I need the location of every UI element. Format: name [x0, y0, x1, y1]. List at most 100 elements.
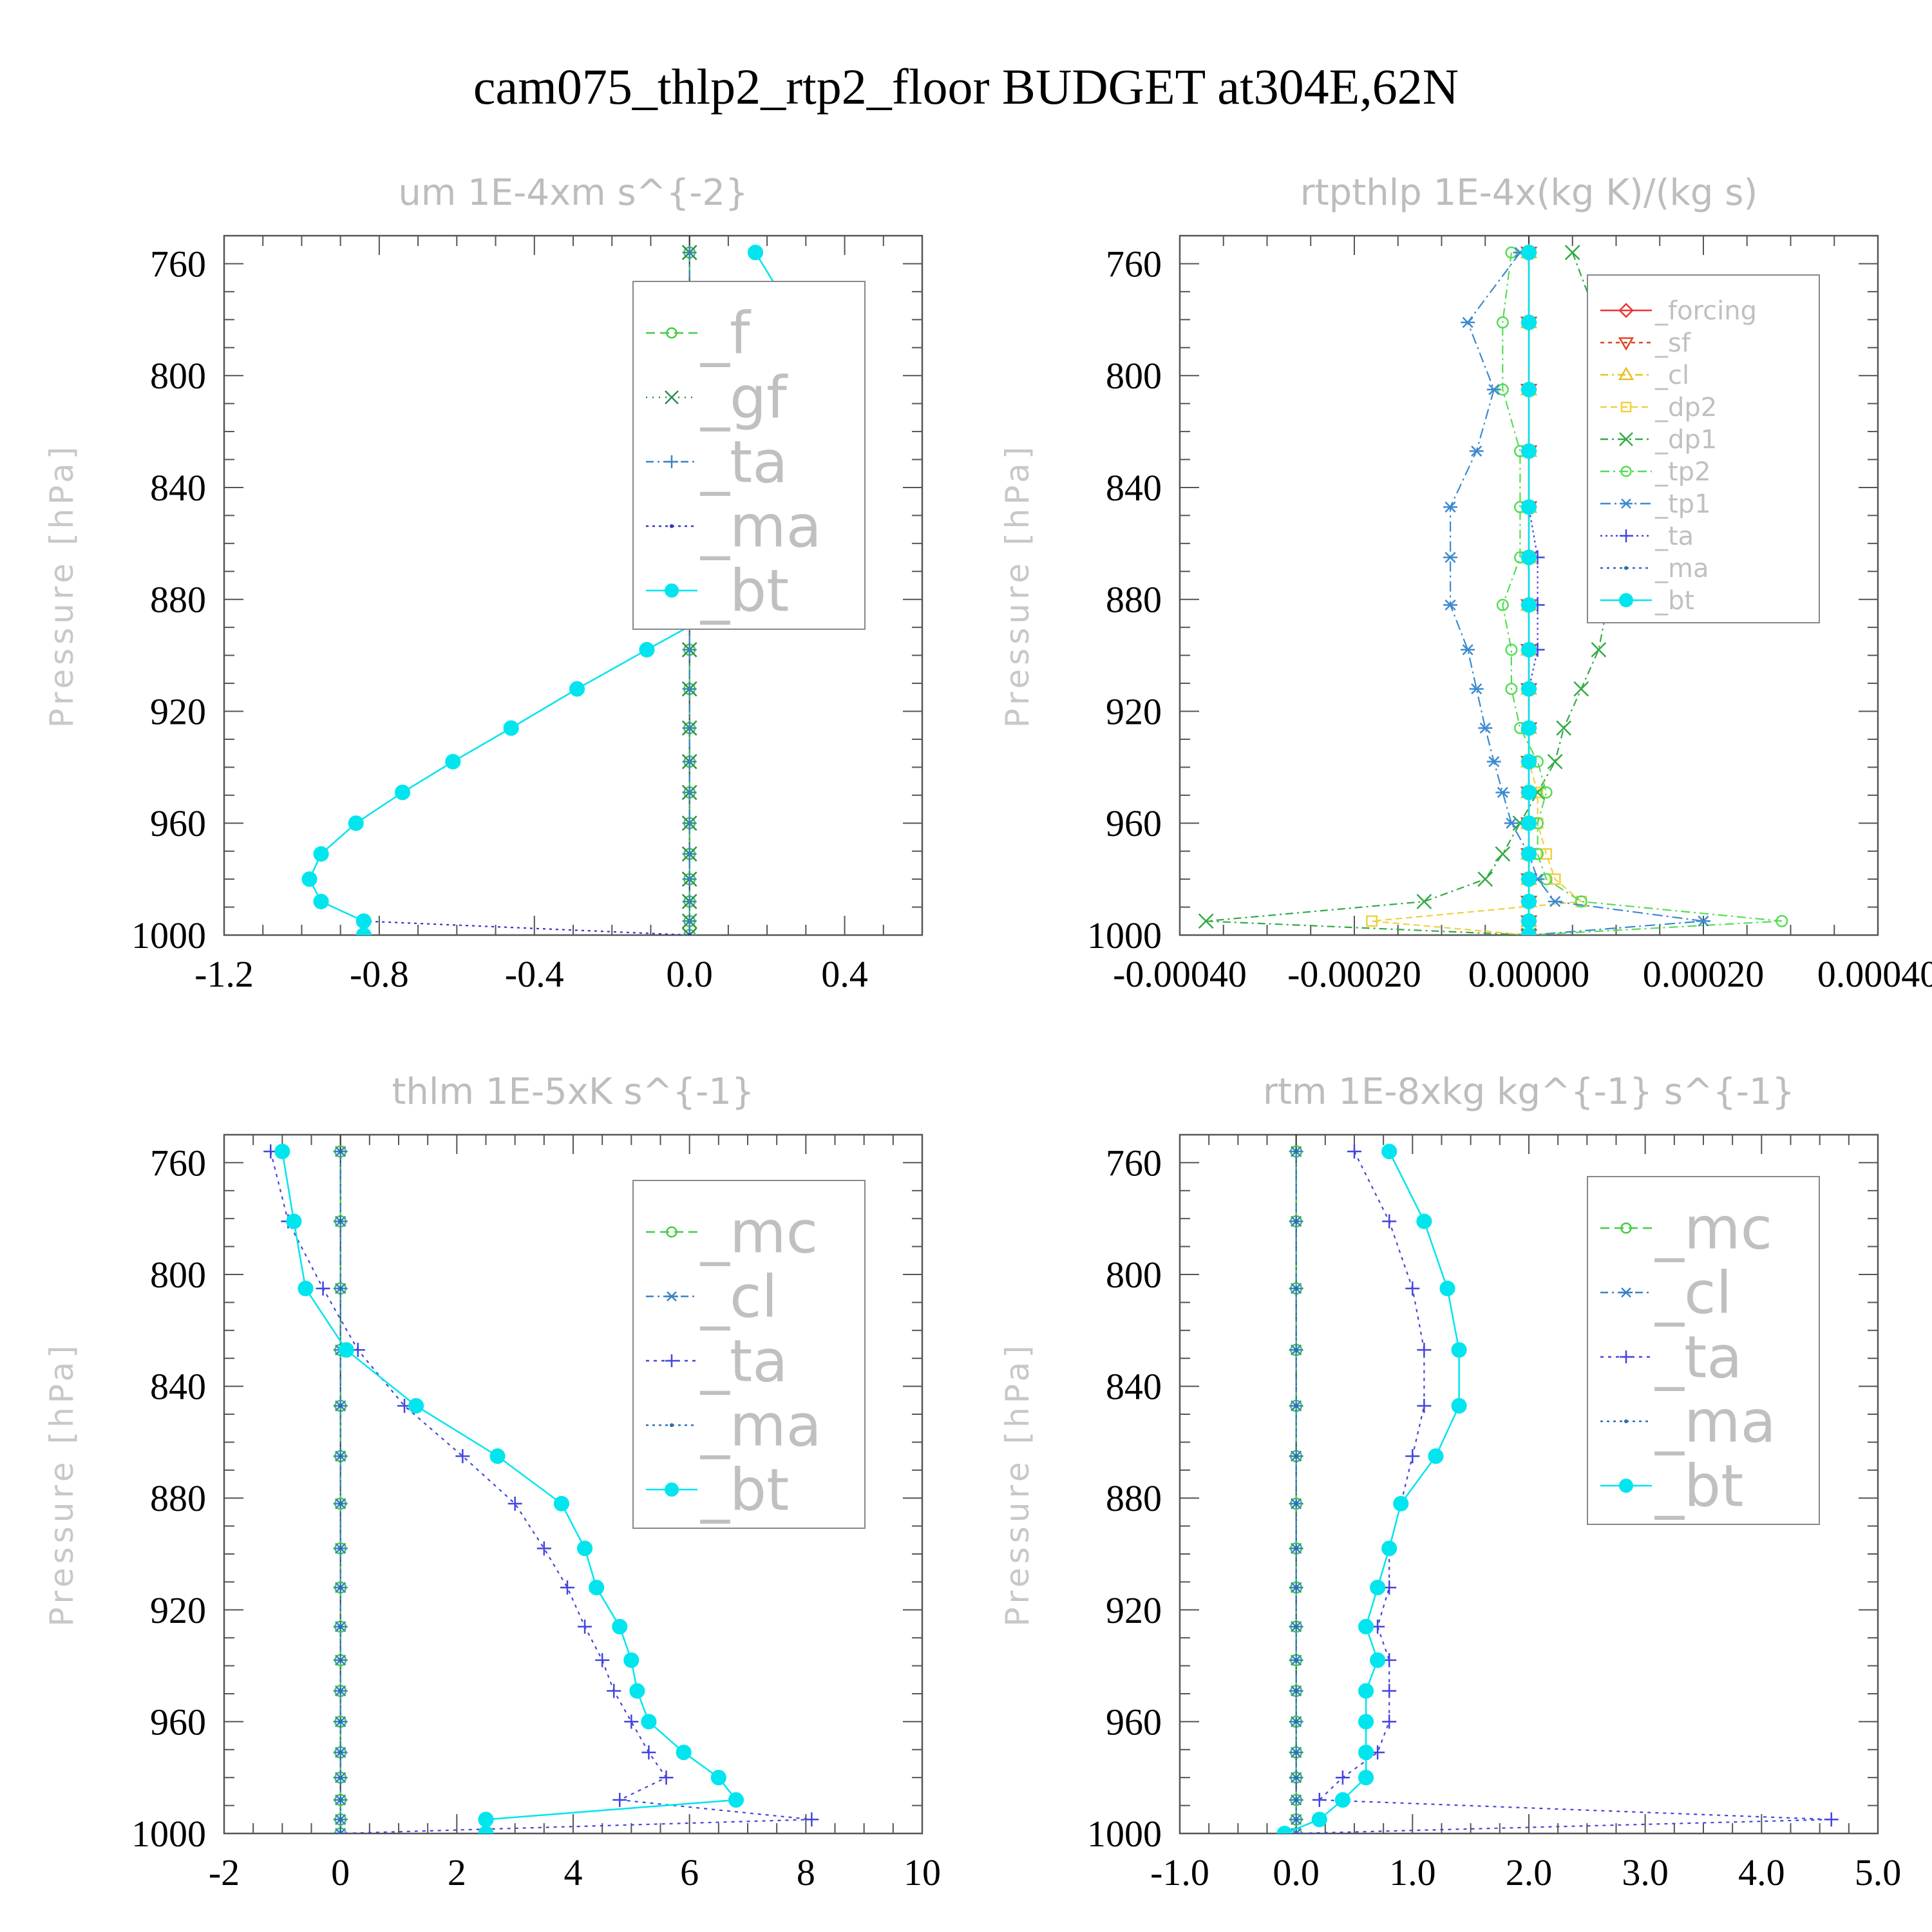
data-point [507, 1496, 522, 1511]
panel-2: rtpthlp 1E-4x(kg K)/(kg s) Pressure [hPa]… [999, 172, 1932, 995]
x-tick-label: -0.00040 [1113, 953, 1247, 995]
data-point [1520, 381, 1537, 397]
data-point [639, 641, 655, 658]
data-point [338, 1501, 343, 1506]
legend-marker [665, 390, 679, 404]
data-point [1520, 871, 1537, 887]
plot-area [263, 1143, 819, 1833]
legend-marker [1624, 566, 1628, 570]
data-point [1573, 681, 1589, 697]
data-point [1520, 784, 1537, 800]
legend-item: _gf [646, 365, 788, 432]
x-tick-label: 0.0 [1273, 1852, 1320, 1893]
data-point [747, 245, 764, 261]
data-point [1591, 642, 1607, 658]
legend-item: _ma [1600, 1388, 1776, 1456]
data-point [1520, 681, 1537, 697]
y-tick-label: 880 [1106, 579, 1162, 621]
data-point [1294, 1658, 1298, 1662]
x-tick-label: -1.0 [1150, 1852, 1209, 1893]
data-point [1505, 683, 1518, 696]
data-point [641, 1745, 656, 1760]
legend: _forcing_sf _cl _dp2 _dp1_tp2_tp1 _ta _ma _bt [1587, 274, 1820, 623]
y-tick-label: 960 [150, 1701, 206, 1743]
data-point [1416, 1213, 1432, 1229]
legend-item: _cl [1600, 1260, 1732, 1327]
legend-label: _gf [700, 365, 788, 432]
data-point [338, 1624, 343, 1629]
data-point [1504, 817, 1519, 829]
legend-label: _ma [1654, 1388, 1776, 1456]
data-point [553, 1495, 569, 1511]
data-point [1428, 1448, 1444, 1464]
y-tick-label: 960 [1106, 1701, 1162, 1743]
series-ta [1289, 1144, 1839, 1833]
legend-item: _dp1 [1600, 425, 1717, 455]
x-tick-label: -0.8 [350, 953, 409, 995]
data-point [1294, 1750, 1298, 1755]
data-point [682, 785, 697, 800]
data-point [682, 245, 697, 260]
x-tick-label: 0 [331, 1852, 350, 1893]
y-tick-label: 1000 [1087, 1813, 1162, 1855]
data-point [1294, 1797, 1298, 1802]
y-tick-label: 840 [150, 467, 206, 509]
data-point [595, 1653, 610, 1667]
legend-marker [1620, 498, 1633, 509]
panel-title: rtm 1E-8xkg kg^{-1} s^{-1} [1263, 1071, 1795, 1113]
legend-item: _ta [646, 429, 788, 497]
y-axis-label: Pressure [hPa] [43, 1341, 80, 1627]
series-tp1 [1443, 247, 1710, 935]
data-point [1294, 1586, 1298, 1590]
legend-label: _bt [1654, 1453, 1743, 1520]
x-tick-label: 1.0 [1389, 1852, 1436, 1893]
data-point [455, 1449, 470, 1464]
data-point [1347, 1144, 1361, 1159]
data-point [1294, 1348, 1298, 1352]
legend-label: _ta [700, 1328, 788, 1396]
data-point [338, 1817, 343, 1822]
legend-marker [666, 1226, 677, 1238]
legend-label: _ta [700, 429, 788, 497]
series-tp2 [1496, 246, 1788, 935]
legend-item: _tp1 [1600, 489, 1711, 519]
data-point [1382, 1214, 1397, 1229]
legend-item: _ta [1600, 1324, 1742, 1392]
data-point [1556, 720, 1572, 736]
legend-label: _ta [1654, 1324, 1742, 1392]
y-tick-label: 1000 [131, 914, 206, 956]
x-tick-label: 0.4 [821, 953, 868, 995]
data-point [1486, 756, 1501, 768]
y-tick-label: 760 [1106, 1142, 1162, 1184]
data-point [1443, 599, 1458, 611]
data-point [1294, 1776, 1298, 1780]
legend-label: _dp2 [1654, 393, 1717, 422]
y-tick-label: 840 [1106, 1366, 1162, 1408]
data-point [478, 1812, 494, 1828]
legend-marker [1618, 337, 1634, 351]
data-point [1486, 384, 1501, 395]
legend-marker [1619, 1479, 1633, 1493]
data-point [1520, 846, 1537, 862]
data-point [1478, 722, 1493, 734]
data-point [1520, 893, 1537, 909]
x-tick-label: 3.0 [1622, 1852, 1669, 1893]
legend-item: _bt [646, 558, 789, 625]
legend-label: _tp1 [1654, 489, 1711, 519]
legend-label: _bt [700, 558, 789, 625]
legend-marker [1620, 466, 1632, 477]
legend-label: _cl [700, 1264, 778, 1331]
data-point [1496, 316, 1509, 329]
data-point [1520, 314, 1537, 330]
legend-marker [1620, 1222, 1632, 1234]
data-point [338, 1342, 354, 1358]
x-tick-label: -0.00020 [1287, 953, 1421, 995]
x-tick-label: 4 [564, 1852, 583, 1893]
legend-label: _mc [700, 1199, 818, 1267]
data-point [589, 1580, 605, 1596]
series-dp2 [1366, 247, 1587, 935]
data-point [503, 720, 519, 736]
data-point [623, 1652, 639, 1668]
data-point [560, 1580, 574, 1595]
data-point [728, 1792, 744, 1808]
